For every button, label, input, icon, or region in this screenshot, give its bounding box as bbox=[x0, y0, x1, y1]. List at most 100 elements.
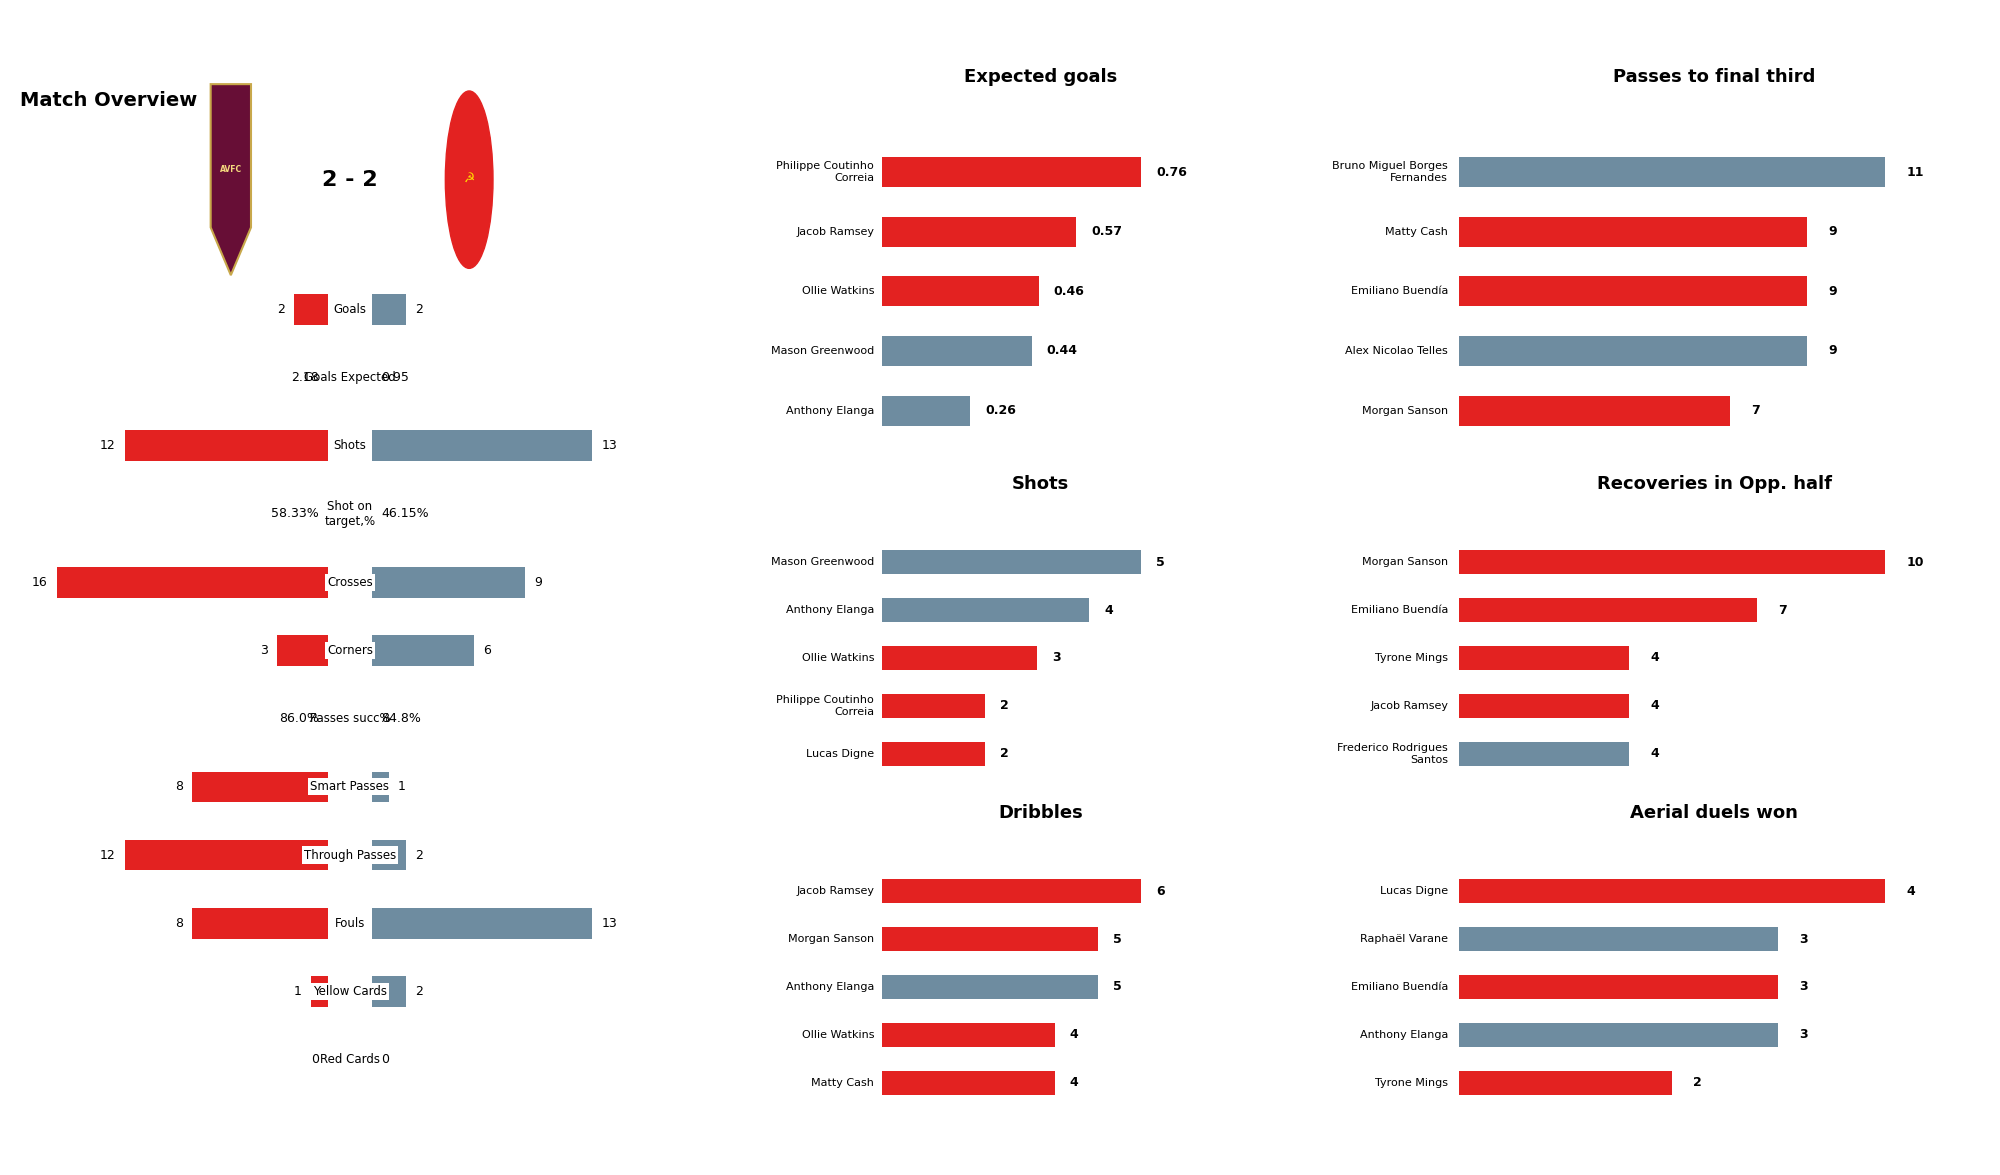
FancyBboxPatch shape bbox=[372, 634, 474, 666]
Text: Expected goals: Expected goals bbox=[964, 67, 1118, 86]
Text: 1: 1 bbox=[398, 780, 406, 793]
Text: 7: 7 bbox=[1778, 604, 1788, 617]
Text: 0.57: 0.57 bbox=[1090, 226, 1122, 239]
FancyBboxPatch shape bbox=[192, 772, 328, 803]
Text: 13: 13 bbox=[602, 439, 618, 452]
Text: Philippe Coutinho
Correia: Philippe Coutinho Correia bbox=[776, 161, 874, 183]
Text: 0: 0 bbox=[310, 1053, 318, 1066]
Text: Anthony Elanga: Anthony Elanga bbox=[1360, 1029, 1448, 1040]
FancyBboxPatch shape bbox=[1458, 396, 1730, 425]
Text: Match Overview: Match Overview bbox=[20, 90, 198, 110]
Text: Corners: Corners bbox=[328, 644, 372, 657]
Text: Philippe Coutinho
Correia: Philippe Coutinho Correia bbox=[776, 696, 874, 717]
Text: 58.33%: 58.33% bbox=[272, 508, 318, 521]
Text: 2: 2 bbox=[416, 985, 422, 998]
Text: 2: 2 bbox=[1000, 699, 1008, 712]
FancyBboxPatch shape bbox=[1458, 276, 1808, 307]
Text: Emiliano Buendía: Emiliano Buendía bbox=[1350, 982, 1448, 992]
FancyBboxPatch shape bbox=[882, 1022, 1054, 1047]
Text: Ollie Watkins: Ollie Watkins bbox=[802, 653, 874, 663]
Text: Shots: Shots bbox=[1012, 475, 1070, 492]
Text: 3: 3 bbox=[1800, 1028, 1808, 1041]
Text: Through Passes: Through Passes bbox=[304, 848, 396, 861]
Text: Anthony Elanga: Anthony Elanga bbox=[786, 605, 874, 615]
FancyBboxPatch shape bbox=[882, 157, 1142, 187]
FancyBboxPatch shape bbox=[882, 646, 1038, 670]
FancyBboxPatch shape bbox=[1458, 598, 1758, 622]
FancyBboxPatch shape bbox=[882, 598, 1090, 622]
Text: 84.8%: 84.8% bbox=[382, 712, 422, 725]
Text: 4: 4 bbox=[1070, 1076, 1078, 1089]
Text: 4: 4 bbox=[1104, 604, 1112, 617]
Text: 9: 9 bbox=[534, 576, 542, 589]
FancyBboxPatch shape bbox=[372, 908, 592, 939]
Text: Emiliano Buendía: Emiliano Buendía bbox=[1350, 605, 1448, 615]
Text: 5: 5 bbox=[1112, 980, 1122, 993]
FancyBboxPatch shape bbox=[1458, 741, 1630, 766]
FancyBboxPatch shape bbox=[1458, 550, 1884, 575]
FancyBboxPatch shape bbox=[882, 1070, 1054, 1095]
FancyBboxPatch shape bbox=[372, 840, 406, 871]
Text: 16: 16 bbox=[32, 576, 48, 589]
Text: 3: 3 bbox=[1052, 651, 1060, 664]
Text: 2.18: 2.18 bbox=[292, 371, 318, 384]
Text: Shots: Shots bbox=[334, 439, 366, 452]
Text: Mason Greenwood: Mason Greenwood bbox=[770, 345, 874, 356]
Text: 2: 2 bbox=[416, 303, 422, 316]
Text: 4: 4 bbox=[1650, 699, 1660, 712]
Text: 4: 4 bbox=[1906, 885, 1914, 898]
Text: 7: 7 bbox=[1752, 404, 1760, 417]
FancyBboxPatch shape bbox=[124, 840, 328, 871]
Text: 4: 4 bbox=[1070, 1028, 1078, 1041]
FancyBboxPatch shape bbox=[1458, 157, 1884, 187]
Text: 2: 2 bbox=[278, 303, 284, 316]
Text: Morgan Sanson: Morgan Sanson bbox=[788, 934, 874, 944]
Text: 3: 3 bbox=[1800, 980, 1808, 993]
FancyBboxPatch shape bbox=[1458, 336, 1808, 365]
FancyBboxPatch shape bbox=[1458, 927, 1778, 951]
Text: 6: 6 bbox=[1156, 885, 1164, 898]
Text: Goals: Goals bbox=[334, 303, 366, 316]
FancyBboxPatch shape bbox=[1458, 1070, 1672, 1095]
FancyBboxPatch shape bbox=[294, 294, 328, 324]
Text: 0.44: 0.44 bbox=[1046, 344, 1078, 357]
Text: Aerial duels won: Aerial duels won bbox=[1630, 804, 1798, 821]
Text: 0.76: 0.76 bbox=[1156, 166, 1186, 179]
Text: 2: 2 bbox=[1694, 1076, 1702, 1089]
FancyBboxPatch shape bbox=[1458, 216, 1808, 247]
Text: 0.95: 0.95 bbox=[382, 371, 410, 384]
Text: ☭: ☭ bbox=[464, 173, 474, 186]
Text: Dribbles: Dribbles bbox=[998, 804, 1084, 821]
Text: 11: 11 bbox=[1906, 166, 1924, 179]
Text: 2: 2 bbox=[416, 848, 422, 861]
Text: Lucas Digne: Lucas Digne bbox=[806, 748, 874, 759]
Text: Tyrone Mings: Tyrone Mings bbox=[1376, 1077, 1448, 1088]
Text: Smart Passes: Smart Passes bbox=[310, 780, 390, 793]
Text: Matty Cash: Matty Cash bbox=[812, 1077, 874, 1088]
FancyBboxPatch shape bbox=[1458, 975, 1778, 999]
FancyBboxPatch shape bbox=[882, 396, 970, 425]
Text: 5: 5 bbox=[1156, 556, 1164, 569]
Text: Frederico Rodrigues
Santos: Frederico Rodrigues Santos bbox=[1338, 743, 1448, 765]
Text: Mason Greenwood: Mason Greenwood bbox=[770, 557, 874, 568]
Text: 46.15%: 46.15% bbox=[382, 508, 428, 521]
FancyBboxPatch shape bbox=[372, 976, 406, 1007]
Text: 2: 2 bbox=[1000, 747, 1008, 760]
Text: 6: 6 bbox=[482, 644, 490, 657]
FancyBboxPatch shape bbox=[882, 276, 1038, 307]
FancyBboxPatch shape bbox=[882, 741, 986, 766]
Text: Goals Expected: Goals Expected bbox=[304, 371, 396, 384]
FancyBboxPatch shape bbox=[1458, 693, 1630, 718]
Polygon shape bbox=[210, 85, 252, 275]
Text: Fouls: Fouls bbox=[334, 916, 366, 929]
Text: 8: 8 bbox=[176, 780, 184, 793]
FancyBboxPatch shape bbox=[882, 927, 1098, 951]
Text: Lucas Digne: Lucas Digne bbox=[1380, 886, 1448, 897]
Text: 3: 3 bbox=[1800, 933, 1808, 946]
FancyBboxPatch shape bbox=[124, 430, 328, 461]
Text: Yellow Cards: Yellow Cards bbox=[312, 985, 388, 998]
Text: Jacob Ramsey: Jacob Ramsey bbox=[796, 227, 874, 236]
Text: Emiliano Buendía: Emiliano Buendía bbox=[1350, 287, 1448, 296]
Text: Passes succ%: Passes succ% bbox=[310, 712, 390, 725]
FancyBboxPatch shape bbox=[882, 879, 1142, 904]
